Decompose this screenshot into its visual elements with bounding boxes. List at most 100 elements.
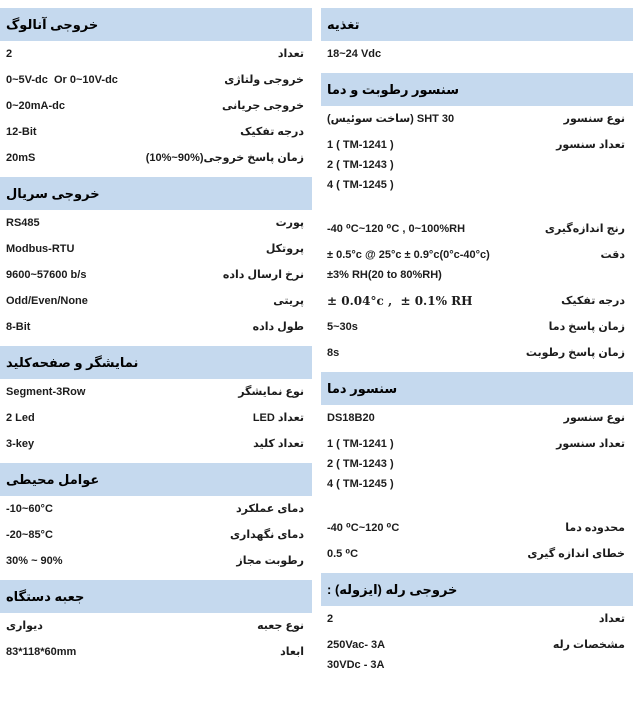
spec-row-value: 250Vac- 3A 30VDc - 3A <box>327 635 385 675</box>
spec-row: Modbus-RTU پروتکل <box>0 236 312 262</box>
spec-row-label: زمان پاسخ رطوبت <box>526 343 625 363</box>
spec-section: سنسور دما DS18B20 نوع سنسور 1 ( TM-1241 ) 2 … <box>321 372 633 567</box>
spec-row-value: 18~24 Vdc <box>327 44 381 64</box>
spec-row-label: خروجی ولتاژی <box>224 70 304 90</box>
section-header: خروجی رله (ایزوله) : <box>321 573 633 606</box>
spec-section: سنسور رطوبت و دما (ساخت سوئیس) SHT 30 نوع … <box>321 73 633 366</box>
spec-row-label-text: ابعاد <box>280 646 304 658</box>
spec-row-label-text: درجه تفکیک <box>240 126 304 138</box>
spec-row-value-line: 12-Bit <box>6 126 37 138</box>
section-header: نمایشگر و صفحه‌کلید <box>0 346 312 379</box>
spec-row-value-line: 3-key <box>6 438 35 450</box>
spec-row-label-text: تعداد سنسور <box>556 139 625 151</box>
spec-row: 8s زمان پاسخ رطوبت <box>321 340 633 366</box>
spec-row-value-line: 2 ( TM-1243 ) <box>327 159 394 171</box>
spec-row-label: دمای عملکرد <box>236 499 304 519</box>
spec-row-value: 30% ~ 90% <box>6 551 63 571</box>
spec-row-value: -40 ⁰C~120 ⁰C , 0~100%RH <box>327 219 465 239</box>
spec-section: خروجی سریال RS485 پورت Modbus-RTU پروتکل 9600… <box>0 177 312 340</box>
spec-row-value-line: 0~20mA-dc <box>6 100 66 112</box>
spec-row-value-line: (ساخت سوئیس) SHT 30 <box>327 113 455 125</box>
spec-row-label: نوع جعبه <box>257 616 304 636</box>
spec-row-label-text: تعداد <box>277 48 304 60</box>
spec-row-value: 2 <box>6 44 12 64</box>
spec-row-value-line: 0.5 ⁰C <box>327 548 359 560</box>
spec-row: 20mS زمان پاسخ خروجی(10%~90%) <box>0 145 312 171</box>
spec-row: 3-key تعداد کلید <box>0 431 312 457</box>
spec-row-label-text: نوع نمایشگر <box>238 386 304 398</box>
spec-row-value-line: DS18B20 <box>327 412 375 424</box>
spec-row-value-line: RS485 <box>6 217 40 229</box>
spec-row-label-text: زمان پاسخ خروجی <box>203 152 304 164</box>
spec-row-label-text: نوع سنسور <box>563 113 625 125</box>
spec-section: نمایشگر و صفحه‌کلید Segment-3Row نوع نمایش… <box>0 346 312 457</box>
spec-row: دیواری نوع جعبه <box>0 613 312 639</box>
spec-row-label: رنج اندازه‌گیری <box>545 219 625 239</box>
spec-row-value-line: 0~5V-dc Or 0~10V-dc <box>6 74 118 86</box>
spec-row: ± 0.04°c , ± 0.1% RH درجه تفکیک <box>321 288 633 314</box>
spec-row-value: ± 0.04°c , ± 0.1% RH <box>327 291 472 311</box>
spec-section: خروجی آنالوگ 2 تعداد 0~5V-dc Or 0~10V-dc خرو… <box>0 8 312 171</box>
spec-row-label-text: تعداد LED <box>252 412 304 424</box>
spec-row-value-line: 83*118*60mm <box>6 646 77 658</box>
spec-row-value-line: 5~30s <box>327 321 358 333</box>
spec-section: تغذیه 18~24 Vdc <box>321 8 633 67</box>
spec-row-label: مشخصات رله <box>553 635 625 655</box>
spec-row: ± 0.5°c @ 25°c ± 0.9°c(0°c-40°c) ±3% RH(2… <box>321 242 633 288</box>
spec-row-label-suffix: (10%~90%) <box>145 152 204 164</box>
spec-row-value: 9600~57600 b/s <box>6 265 86 285</box>
spec-row-label: تعداد <box>278 44 304 64</box>
spec-row-label-text: زمان پاسخ دما <box>548 321 625 333</box>
section-header: عوامل محیطی <box>0 463 312 496</box>
spec-row-value-line: 20mS <box>6 152 36 164</box>
spec-row-value-line: Odd/Even/None <box>6 295 88 307</box>
spec-row-value-line: Modbus-RTU <box>6 243 75 255</box>
spec-row-value-line: 2 Led <box>6 412 35 424</box>
spec-row-value: 3-key <box>6 434 34 454</box>
spec-row-value-line: 1 ( TM-1241 ) <box>327 438 394 450</box>
spec-column-right: تغذیه 18~24 Vdc سنسور رطوبت و دما (ساخت سوئ… <box>321 8 633 684</box>
spec-row-value-line: -10~60°C <box>6 503 53 515</box>
spec-row-value: (ساخت سوئیس) SHT 30 <box>327 109 454 129</box>
spec-row-value: 8s <box>327 343 339 363</box>
spec-row-label-text: پورت <box>275 217 304 229</box>
spec-row-label-text: پروتکل <box>265 243 304 255</box>
spec-row-value: 2 Led <box>6 408 35 428</box>
spec-row: 1 ( TM-1241 ) 2 ( TM-1243 ) 4 ( TM-1245 ) ت… <box>321 431 633 497</box>
spec-row-value-line: 4 ( TM-1245 ) <box>327 478 394 490</box>
spec-row-value-line: -40 ⁰C~120 ⁰C <box>327 522 400 534</box>
spec-row-value-line: 250Vac- 3A <box>327 639 386 651</box>
spec-row-label-text: دمای عملکرد <box>236 503 304 515</box>
spec-row: 9600~57600 b/s نرخ ارسال داده <box>0 262 312 288</box>
spec-row-value-line: Segment-3Row <box>6 386 86 398</box>
spec-row-label: دمای نگهداری <box>230 525 304 545</box>
spec-row-value: 2 <box>327 609 333 629</box>
spec-row-label: تعداد سنسور <box>556 434 625 454</box>
spec-row: -20~85°C دمای نگهداری <box>0 522 312 548</box>
spec-row-label-text: نوع سنسور <box>563 412 625 424</box>
spec-row-value-line: -20~85°C <box>6 529 53 541</box>
spec-row-label: دقت <box>601 245 626 265</box>
spec-row-label-text: نوع جعبه <box>257 620 304 632</box>
spec-row-label: نرخ ارسال داده <box>223 265 304 285</box>
spec-row: 0.5 ⁰C خطای اندازه گیری <box>321 541 633 567</box>
spec-row-label-text: رطوبت مجاز <box>236 555 304 567</box>
spec-row-value-line: 2 ( TM-1243 ) <box>327 458 394 470</box>
spec-row-value-line: -40 ⁰C~120 ⁰C , 0~100%RH <box>327 223 466 235</box>
spec-row-value: 20mS <box>6 148 35 168</box>
spec-row: Segment-3Row نوع نمایشگر <box>0 379 312 405</box>
spec-row-label: خطای اندازه گیری <box>527 544 625 564</box>
spec-row: 0~5V-dc Or 0~10V-dc خروجی ولتاژی <box>0 67 312 93</box>
section-header: جعبه دستگاه <box>0 580 312 613</box>
spec-section: عوامل محیطی -10~60°C دمای عملکرد -20~85°C دم… <box>0 463 312 574</box>
spec-row: 0~20mA-dc خروجی جریانی <box>0 93 312 119</box>
spec-row-value: DS18B20 <box>327 408 375 428</box>
spec-row-value-line: 2 <box>6 48 13 60</box>
spec-row-label-text: محدوده دما <box>565 522 625 534</box>
spec-row-label: رطوبت مجاز <box>236 551 304 571</box>
spec-row-value-line: دیواری <box>6 620 43 632</box>
spec-row-label-text: رنج اندازه‌گیری <box>544 223 625 235</box>
spec-row-label-text: خروجی جریانی <box>221 100 304 112</box>
spec-row-label-text: پریتی <box>273 295 304 307</box>
